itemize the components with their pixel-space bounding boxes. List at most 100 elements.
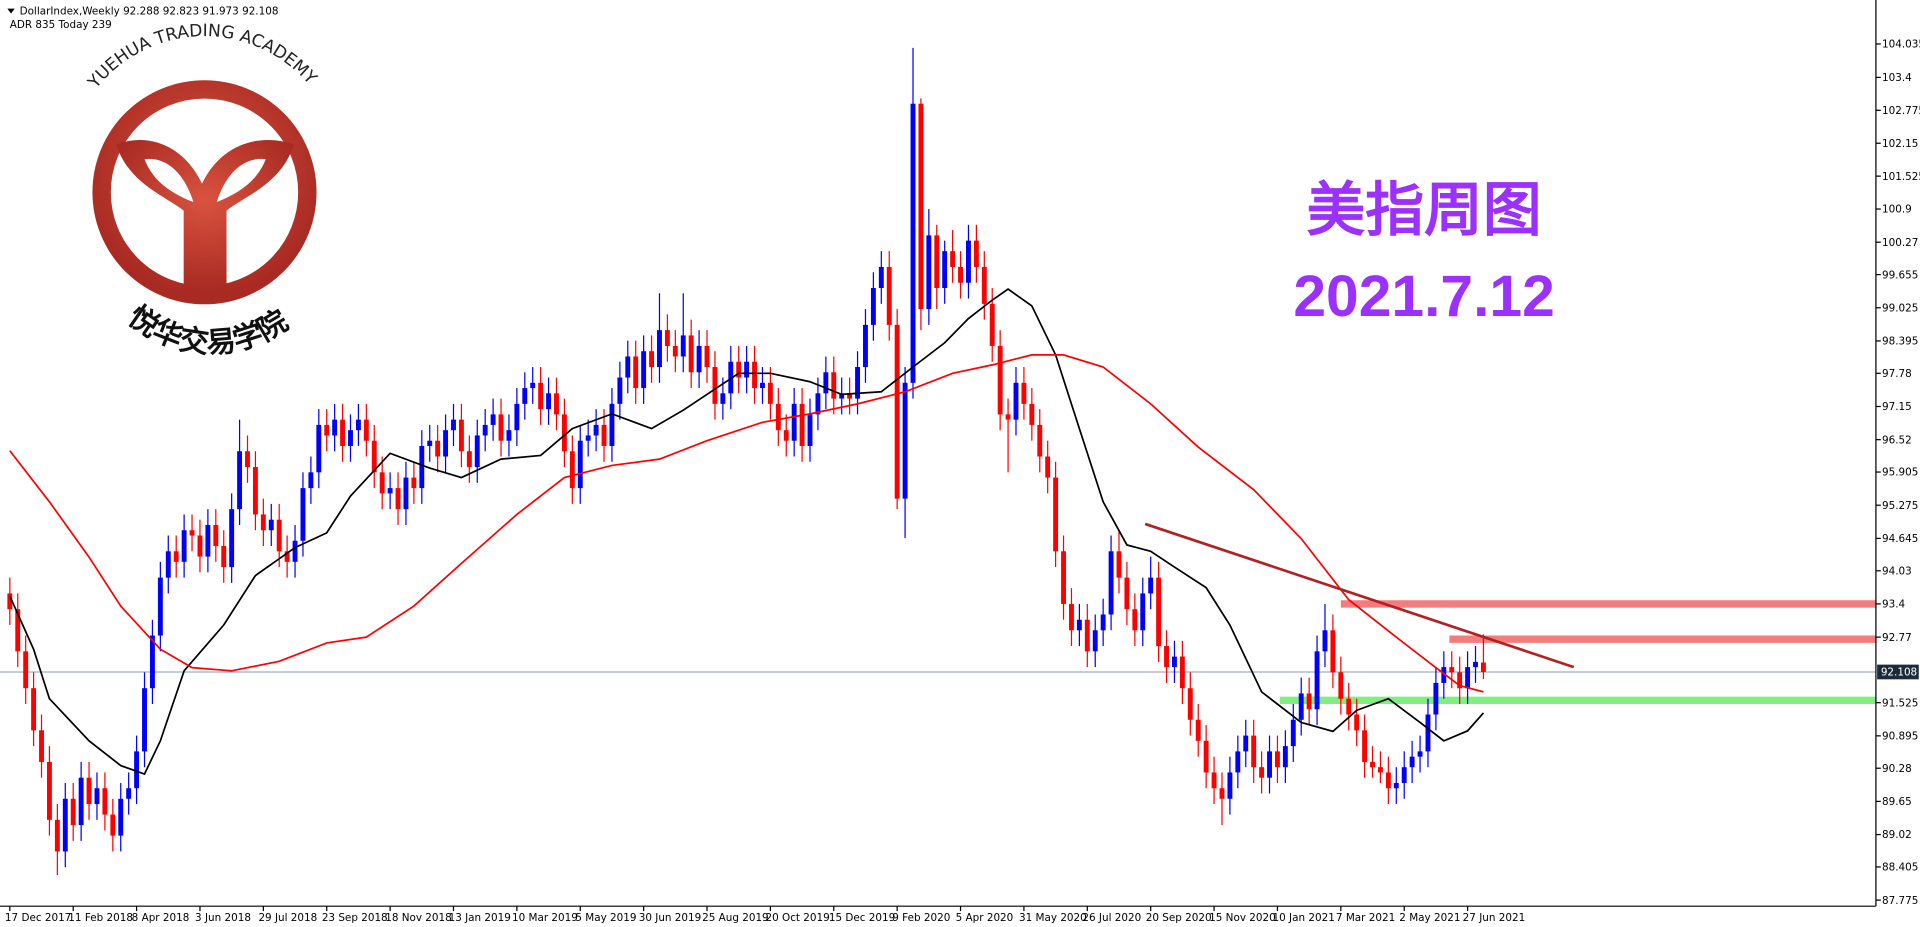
candle-body — [1338, 672, 1344, 699]
y-tick-label: 95.905 — [1882, 467, 1918, 479]
candle-body — [1172, 656, 1177, 668]
candle-body — [767, 382, 773, 404]
y-tick-label: 94.645 — [1882, 533, 1918, 545]
candle-body — [102, 788, 108, 815]
candle-body — [371, 440, 377, 473]
x-tick-label: 7 Mar 2021 — [1336, 912, 1395, 924]
candle-body — [672, 345, 678, 357]
candle-body — [1116, 551, 1122, 578]
candle-body — [205, 524, 211, 557]
x-tick-label: 27 Jun 2021 — [1463, 912, 1526, 924]
candle-body — [561, 414, 567, 452]
candle-body — [783, 430, 789, 441]
candle-body — [1029, 403, 1035, 425]
x-tick-label: 15 Nov 2020 — [1209, 912, 1276, 924]
y-tick-label: 88.405 — [1882, 862, 1918, 874]
candle-body — [118, 798, 124, 836]
x-tick-label: 18 Nov 2018 — [385, 912, 452, 924]
candle-body — [292, 540, 298, 562]
candle-body — [165, 551, 171, 578]
high-value: 92.823 — [163, 6, 199, 18]
candle-body — [704, 345, 710, 368]
candle-body — [870, 288, 876, 325]
candle-body — [1473, 661, 1478, 668]
candle-body — [395, 488, 401, 510]
candle-body — [1267, 751, 1272, 778]
candle-body — [902, 382, 908, 499]
candle-body — [340, 419, 346, 446]
candle-body — [625, 356, 631, 378]
candle-body — [712, 367, 718, 404]
candle-body — [807, 414, 813, 446]
candle-body — [1243, 735, 1249, 752]
candle-body — [680, 335, 686, 357]
candle-body — [728, 361, 734, 394]
candle-body — [989, 303, 995, 346]
y-tick-label: 89.65 — [1882, 796, 1912, 808]
candle-body — [696, 345, 702, 373]
candle-body — [284, 551, 290, 562]
candle-body — [1069, 603, 1074, 631]
candle-body — [934, 235, 940, 289]
menu-arrow[interactable] — [7, 8, 15, 14]
candle-body — [324, 424, 330, 436]
candle-body — [910, 103, 916, 383]
candle-body — [268, 519, 274, 531]
y-tick-label: 100.9 — [1882, 204, 1912, 216]
candle-body — [878, 266, 884, 289]
candle-body — [308, 472, 314, 489]
candle-body — [1053, 477, 1059, 552]
candle-body — [1401, 767, 1407, 783]
x-tick-label: 23 Sep 2018 — [322, 912, 388, 924]
candle-body — [593, 424, 599, 436]
candle-body — [157, 577, 163, 636]
candle-body — [1354, 714, 1360, 731]
y-tick-label: 104.035 — [1882, 39, 1920, 51]
candle-body — [966, 240, 971, 283]
candle-body — [1425, 714, 1431, 752]
candle-body — [1164, 646, 1169, 668]
candle-body — [1314, 651, 1320, 710]
candle-body — [530, 382, 536, 389]
candle-body — [46, 761, 52, 820]
trend-line — [1144, 522, 1575, 669]
y-tick-label: 97.15 — [1882, 401, 1912, 413]
x-tick-label: 10 Jan 2021 — [1273, 912, 1335, 924]
candle-body — [1013, 382, 1019, 420]
candle-body — [70, 798, 76, 826]
y-tick-label: 98.395 — [1882, 336, 1918, 348]
candle-body — [1298, 693, 1304, 720]
candle-body — [1393, 782, 1399, 789]
candle-body — [300, 488, 306, 541]
candle-body — [1156, 577, 1162, 647]
x-tick-label: 2 May 2021 — [1399, 912, 1460, 924]
candle-body — [332, 419, 338, 436]
candle-body — [466, 451, 472, 468]
low-value: 91.973 — [202, 6, 238, 18]
candle-body — [1377, 767, 1383, 773]
price-tag: 92.108 — [1881, 667, 1917, 679]
x-tick-label: 25 Aug 2019 — [702, 912, 769, 924]
candle-body — [997, 345, 1003, 415]
candle-body — [918, 103, 924, 310]
candle-body — [1061, 551, 1066, 604]
candle-body — [363, 419, 369, 441]
y-tick-label: 95.275 — [1882, 500, 1918, 512]
candle-body — [1409, 756, 1415, 768]
candle-body — [601, 424, 607, 446]
candle-body — [815, 393, 821, 415]
x-tick-label: 8 Apr 2018 — [132, 912, 190, 924]
logo-ring — [92, 80, 317, 305]
candle-body — [1322, 630, 1328, 652]
candle-body — [641, 351, 647, 389]
candle-body — [31, 688, 37, 731]
candle-body — [173, 551, 179, 562]
candle-body — [1203, 740, 1209, 773]
candle-body — [229, 509, 235, 568]
candle-body — [823, 372, 829, 394]
candle-body — [237, 451, 243, 510]
candle-body — [847, 393, 853, 399]
x-tick-label: 10 Mar 2019 — [512, 912, 578, 924]
